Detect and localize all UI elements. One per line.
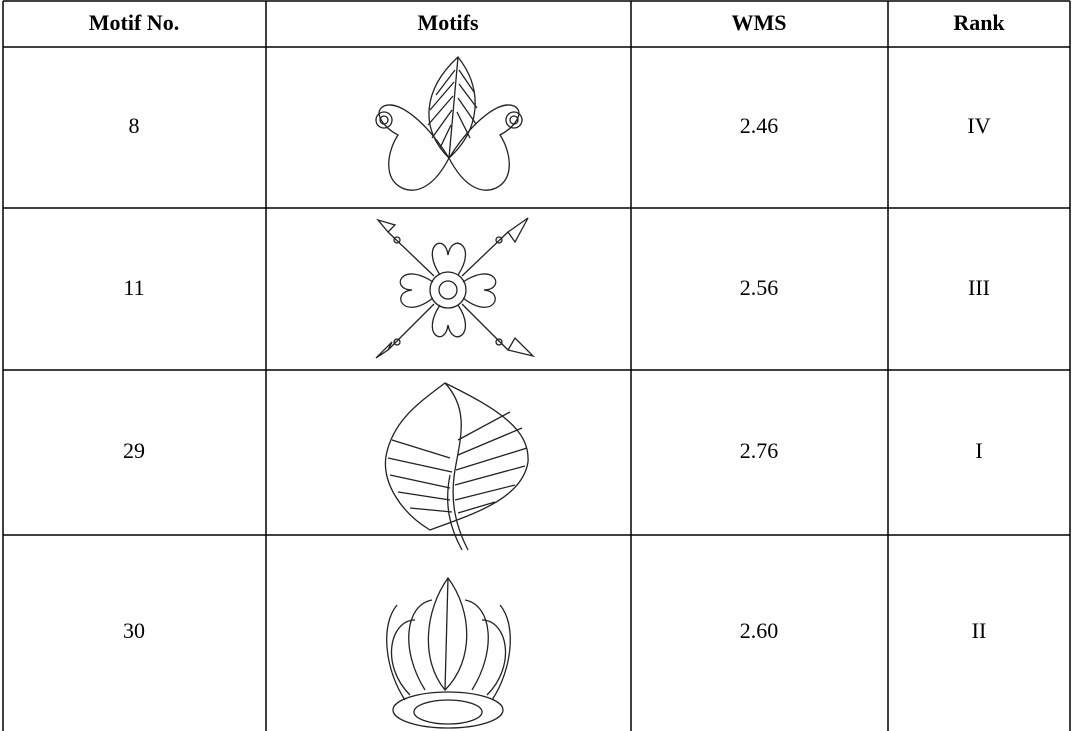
rank: III xyxy=(968,275,990,300)
column-header: Rank xyxy=(953,10,1005,35)
wms-value: 2.46 xyxy=(740,113,779,138)
rank: II xyxy=(972,618,987,643)
column-header: WMS xyxy=(732,10,787,35)
motif-number: 8 xyxy=(129,113,140,138)
column-header: Motifs xyxy=(417,10,479,35)
rank: I xyxy=(975,438,982,463)
wms-value: 2.60 xyxy=(740,618,779,643)
wms-value: 2.76 xyxy=(740,438,779,463)
column-header: Motif No. xyxy=(89,10,179,35)
motif-number: 30 xyxy=(123,618,145,643)
motif-image xyxy=(386,576,511,729)
motif-number: 29 xyxy=(123,438,145,463)
wms-value: 2.56 xyxy=(740,275,779,300)
rank: IV xyxy=(967,113,990,138)
motif-image xyxy=(384,382,529,551)
motif-image xyxy=(375,56,523,191)
motif-image xyxy=(375,217,536,359)
motif-number: 11 xyxy=(123,275,144,300)
